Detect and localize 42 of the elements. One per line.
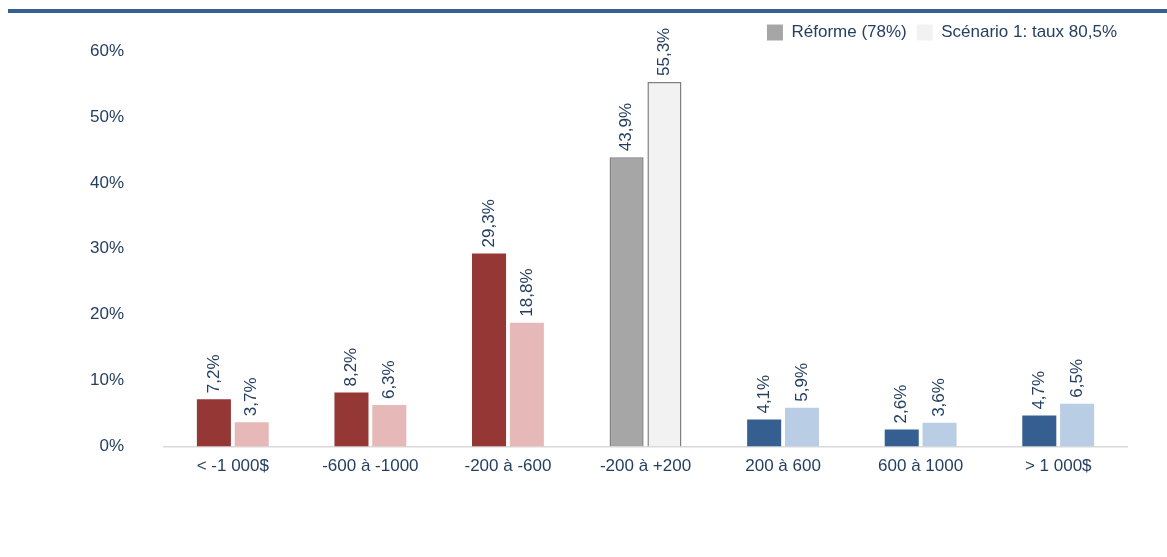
data-label: 55,3%	[654, 27, 674, 76]
x-tick-label: < -1 000$	[196, 456, 270, 476]
bar	[472, 253, 507, 447]
bar	[784, 407, 820, 447]
y-tick-label: 0%	[99, 436, 125, 456]
x-tick-label: -200 à -600	[464, 456, 552, 476]
bar	[1022, 415, 1057, 447]
data-label: 4,7%	[1028, 370, 1048, 410]
data-label: 5,9%	[791, 362, 811, 402]
y-tick-label: 60%	[89, 40, 125, 60]
bar	[334, 392, 369, 447]
x-tick-label: -600 à -1000	[322, 456, 419, 476]
data-label: 4,1%	[753, 374, 773, 414]
y-tick-label: 20%	[89, 304, 125, 324]
bar	[1060, 403, 1095, 447]
data-label: 6,5%	[1066, 358, 1086, 398]
bar	[884, 429, 919, 447]
data-label: 43,9%	[616, 102, 636, 152]
legend-label: Réforme (78%)	[791, 22, 907, 42]
data-label: 6,3%	[378, 360, 398, 400]
data-label: 7,2%	[203, 354, 223, 394]
x-tick-label: -200 à +200	[599, 456, 692, 476]
data-label: 8,2%	[341, 347, 361, 387]
legend-label: Scénario 1: taux 80,5%	[941, 22, 1117, 42]
data-label: 3,7%	[241, 377, 261, 417]
data-label: 18,8%	[516, 268, 536, 317]
bar	[196, 399, 231, 447]
y-tick-label: 10%	[89, 370, 125, 390]
y-tick-label: 30%	[89, 238, 125, 258]
data-label: 3,6%	[929, 378, 949, 417]
x-tick-label: 600 à 1000	[878, 456, 964, 476]
bar	[509, 322, 544, 447]
bar	[234, 422, 269, 447]
data-label: 29,3%	[478, 199, 498, 248]
data-label: 2,6%	[891, 384, 911, 424]
y-tick-label: 50%	[89, 106, 125, 126]
bar	[372, 405, 407, 447]
x-tick-label: > 1 000$	[1024, 456, 1093, 476]
bar	[747, 419, 782, 447]
y-tick-label: 40%	[89, 172, 125, 192]
x-tick-label: 200 à 600	[745, 456, 821, 476]
bar	[922, 422, 957, 447]
